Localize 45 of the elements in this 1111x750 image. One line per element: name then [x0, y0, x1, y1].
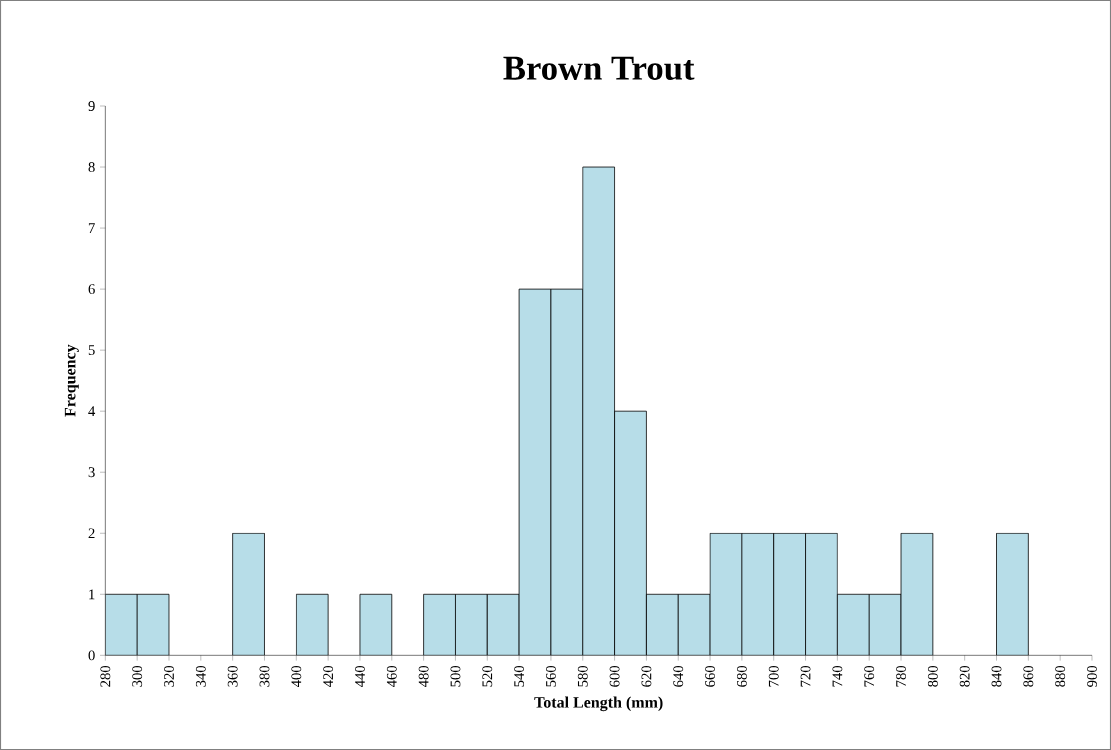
- y-tick-label: 8: [88, 162, 95, 172]
- y-tick-label: 5: [88, 345, 95, 356]
- x-tick-label: 740: [832, 665, 843, 687]
- x-tick-label: 360: [227, 665, 238, 687]
- x-tick-label: 620: [641, 665, 652, 687]
- y-tick-label: 9: [88, 101, 95, 111]
- x-axis-title: Total Length (mm): [534, 696, 663, 712]
- x-tick-label: 340: [195, 665, 206, 687]
- x-tick-label: 680: [736, 665, 747, 687]
- x-tick-label: 880: [1055, 665, 1066, 687]
- x-tick-label: 440: [355, 665, 365, 688]
- x-tick-label: 860: [1023, 665, 1034, 687]
- y-tick-label: 0: [88, 650, 95, 661]
- y-axis-title: Frequency: [64, 344, 79, 417]
- x-tick-label: 760: [864, 665, 875, 687]
- x-tick-label: 700: [768, 665, 779, 687]
- y-tick-label: 7: [88, 223, 95, 233]
- x-tick-label: 320: [164, 665, 174, 687]
- x-tick-label: 400: [291, 665, 302, 688]
- x-tick-label: 280: [100, 665, 111, 687]
- x-tick-label: 460: [386, 665, 397, 688]
- x-tick-label: 900: [1087, 665, 1097, 687]
- x-tick-label: 600: [609, 665, 620, 687]
- x-tick-label: 840: [991, 665, 1002, 687]
- x-tick-label: 800: [927, 665, 938, 687]
- y-tick-label: 3: [88, 467, 95, 478]
- x-tick-label: 640: [673, 665, 684, 687]
- x-tick-label: 420: [323, 665, 334, 688]
- y-tick-label: 6: [88, 284, 95, 295]
- x-tick-label: 540: [514, 665, 525, 687]
- x-tick-label: 380: [259, 665, 270, 687]
- y-tick-label: 2: [88, 528, 95, 539]
- x-tick-label: 780: [896, 665, 906, 687]
- chart-title: Brown Trout: [503, 56, 695, 80]
- x-tick-label: 820: [959, 665, 970, 687]
- y-tick-label: 4: [88, 406, 96, 417]
- x-tick-label: 500: [450, 665, 461, 687]
- x-tick-label: 560: [545, 665, 556, 687]
- x-tick-label: 580: [577, 665, 588, 687]
- y-tick-label: 1: [89, 589, 95, 600]
- x-tick-label: 300: [132, 665, 143, 687]
- x-tick-label: 660: [705, 665, 716, 687]
- x-tick-label: 720: [800, 665, 811, 687]
- x-tick-label: 480: [418, 665, 429, 688]
- x-tick-label: 520: [482, 665, 493, 687]
